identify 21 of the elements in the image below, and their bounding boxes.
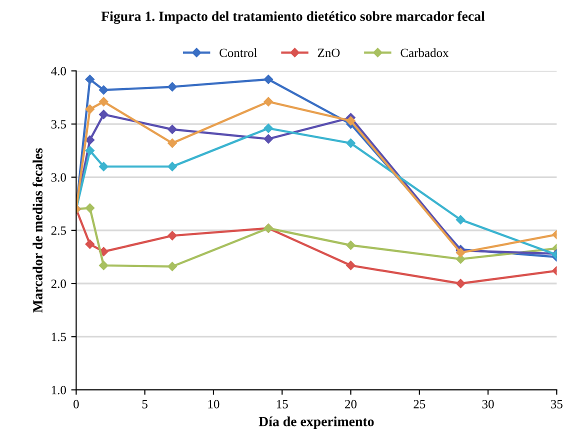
x-axis-title: Día de experimento: [258, 416, 374, 430]
y-tick-label: 1.0: [52, 386, 66, 394]
legend-label: ZnO: [318, 48, 340, 58]
y-axis-title: Marcador de medias fecales: [32, 148, 42, 313]
x-tick-label: 5: [142, 400, 148, 408]
y-tick-label: 2.0: [51, 280, 66, 288]
legend-label: Carbadox: [400, 48, 449, 58]
y-tick-label: 4.0: [51, 66, 66, 76]
x-tick-label: 20: [345, 400, 357, 408]
y-tick-label: 1.5: [52, 332, 66, 342]
x-tick-label: 30: [482, 400, 494, 408]
x-tick-label: 15: [276, 400, 288, 408]
y-tick-label: 2.5: [51, 226, 66, 235]
x-tick-label: 25: [414, 400, 426, 408]
chart-title: Figura 1. Impacto del tratamiento dietético sobre marcador fecal: [101, 11, 485, 24]
y-tick-label: 3.0: [51, 173, 66, 182]
x-tick-label: 35: [551, 400, 562, 408]
x-tick-label: 0: [74, 400, 79, 408]
y-tick-label: 3.5: [51, 120, 66, 129]
x-tick-label: 10: [208, 400, 220, 408]
legend-label: Control: [220, 48, 258, 58]
